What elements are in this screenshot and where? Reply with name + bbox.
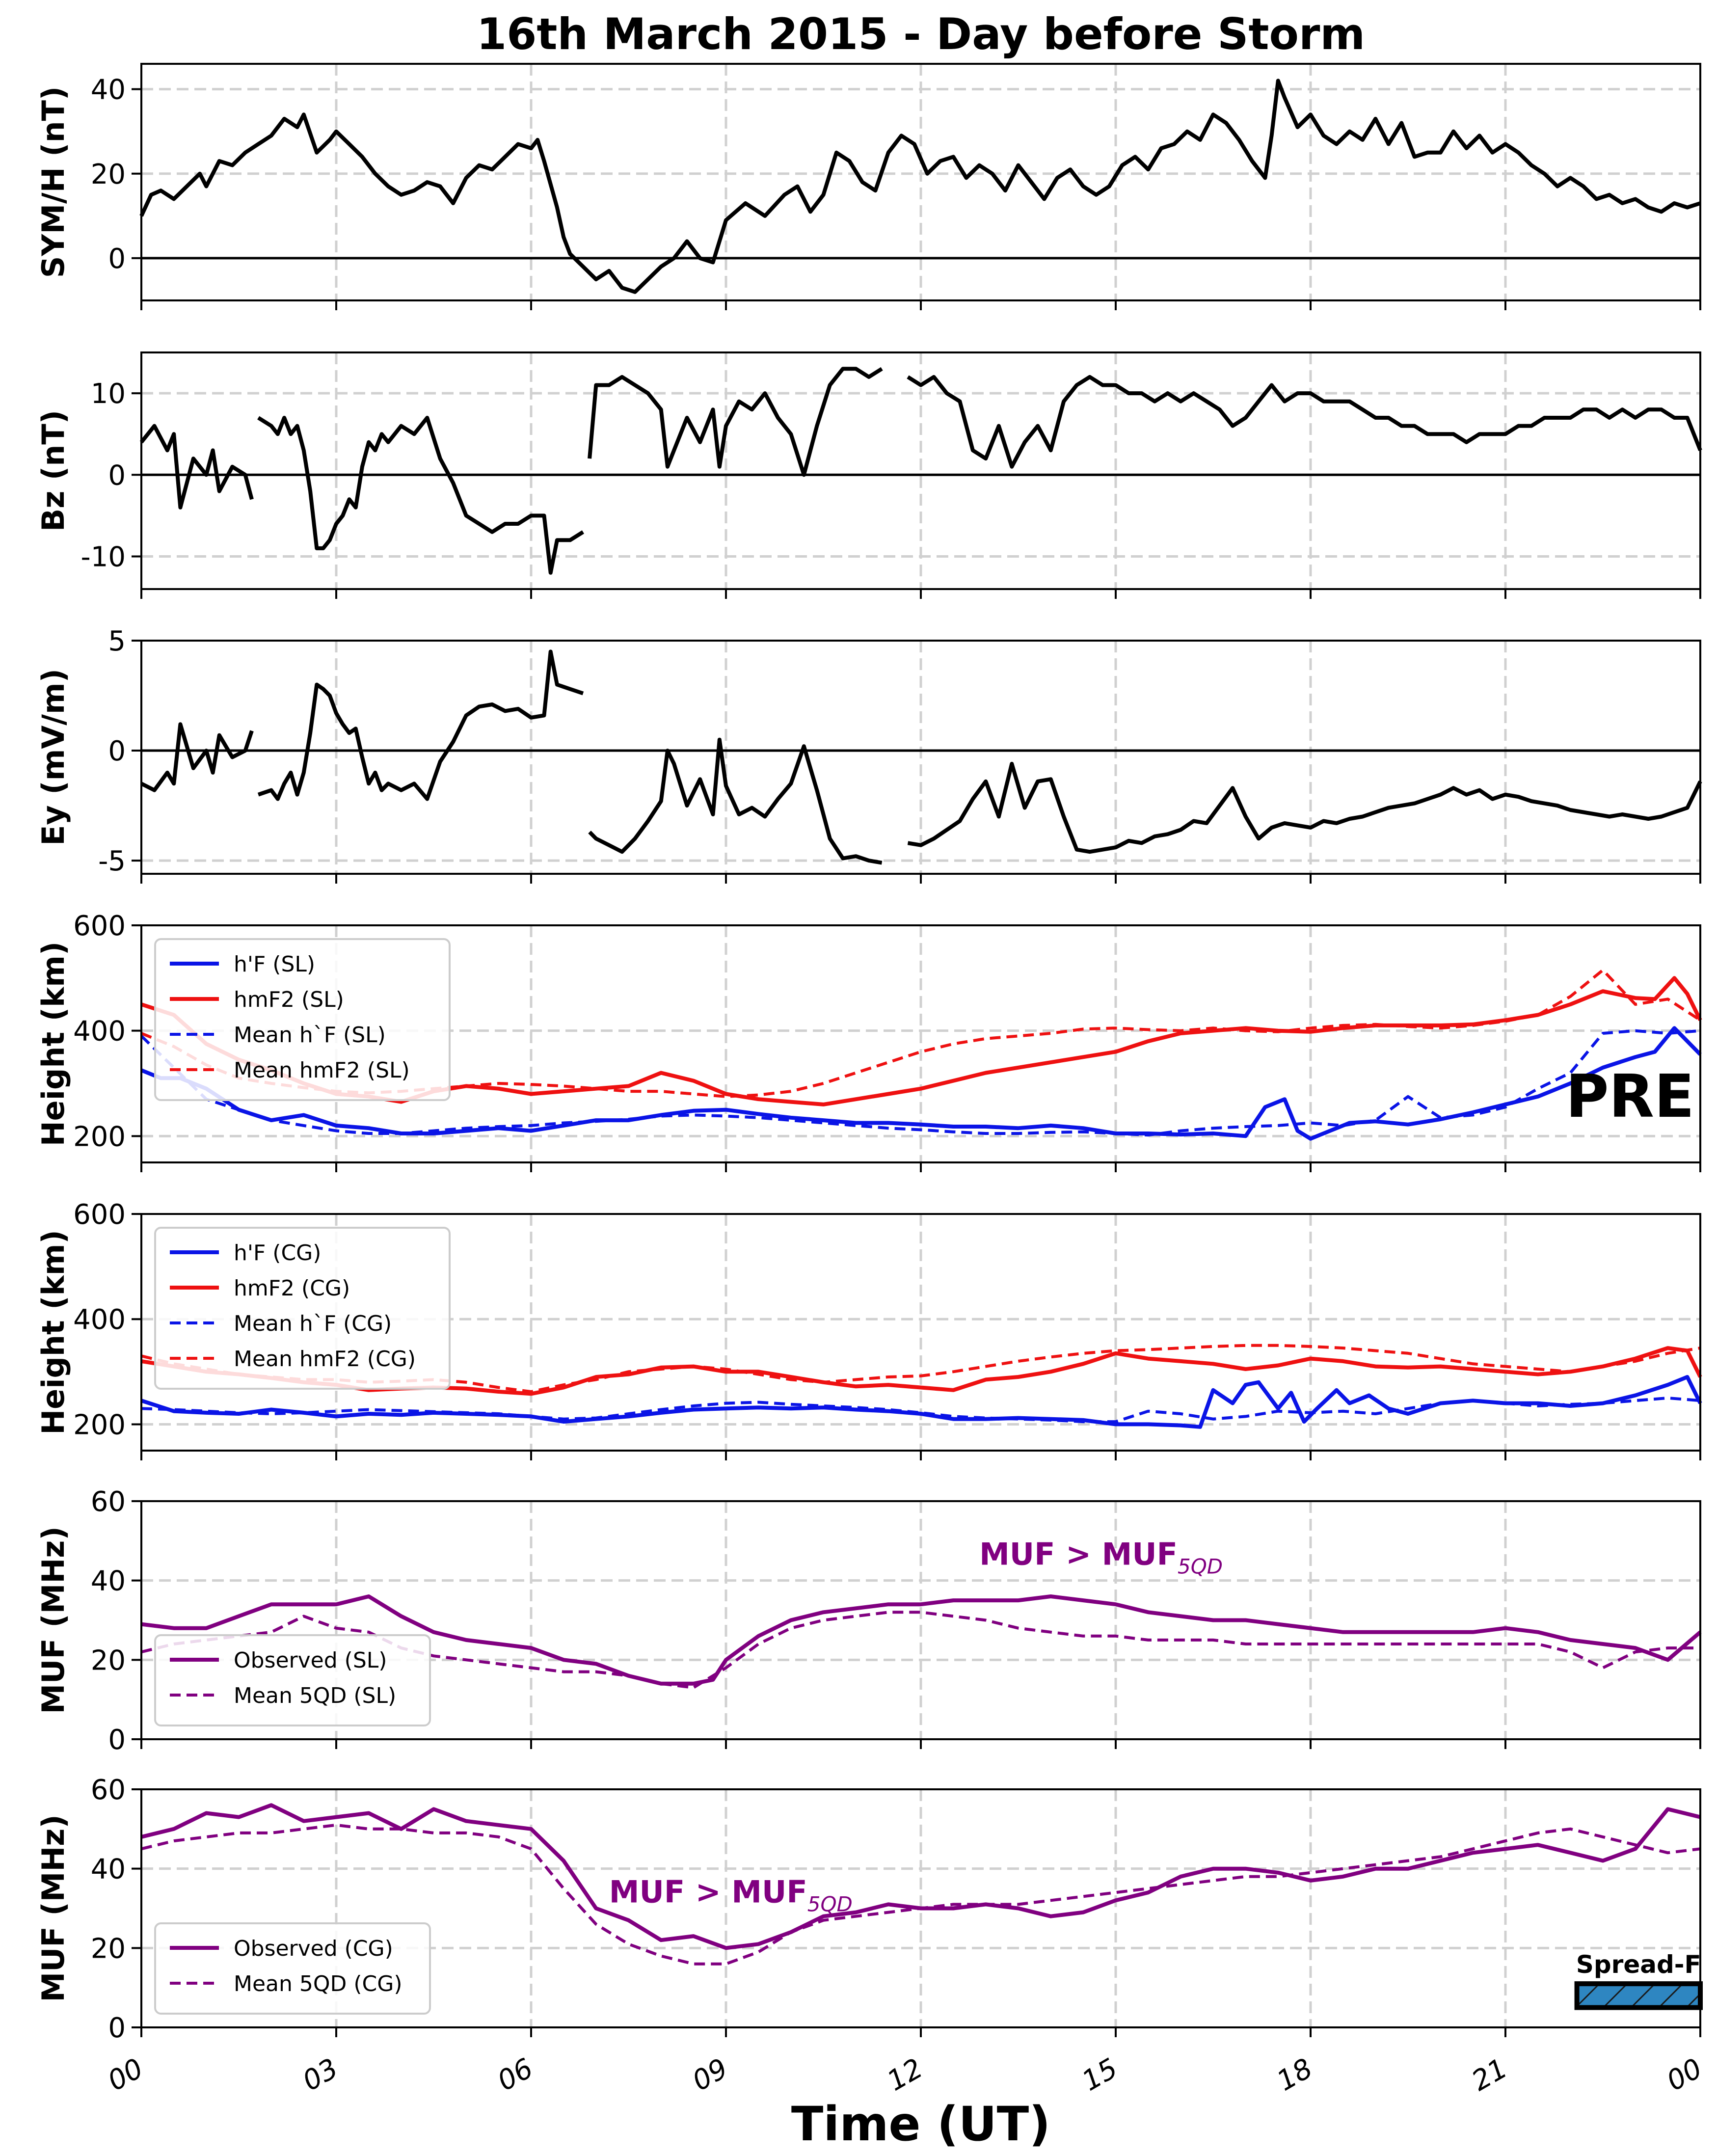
series-line-bz-0	[139, 424, 254, 510]
y-tick-label: 200	[73, 1121, 126, 1153]
muf-annotation: MUF > MUF5QD	[979, 1536, 1223, 1578]
y-axis-label: Height (km)	[35, 1230, 71, 1434]
spread-f-bar	[1574, 1981, 1703, 2010]
legend-label: hmF2 (SL)	[234, 987, 344, 1012]
legend-label: Mean 5QD (CG)	[234, 1971, 402, 1996]
y-tick-label: 40	[91, 1565, 126, 1597]
y-tick-label: 600	[73, 1199, 126, 1231]
series-line-bz-1	[257, 416, 585, 575]
x-axis-label: Time (UT)	[791, 2097, 1050, 2152]
legend-label: h'F (CG)	[234, 1240, 321, 1266]
y-tick-label: 200	[73, 1409, 126, 1441]
y-axis-label: SYM/H (nT)	[35, 86, 71, 278]
legend-frame	[154, 1634, 431, 1726]
pre-annotation: PRE	[1566, 1063, 1694, 1131]
legend-frame	[154, 1227, 451, 1390]
y-tick-label: -10	[81, 541, 126, 573]
y-tick-label: 0	[108, 243, 126, 275]
legend-label: hmF2 (CG)	[234, 1276, 350, 1301]
legend-label: Observed (SL)	[234, 1648, 387, 1673]
legend: h'F (SL) hmF2 (SL) Mean h`F (SL) Mean hmF2 …	[154, 938, 451, 1101]
y-tick-label: 20	[91, 159, 126, 190]
legend-label: Mean 5QD (SL)	[234, 1683, 396, 1708]
muf-annotation-subscript: 5QD	[807, 1892, 853, 1916]
y-tick-label: 40	[91, 74, 126, 106]
y-tick-label: 60	[91, 1774, 126, 1806]
panels: 0 20 40 SYM/H (nT) -10 0 10 Bz (nT) -5 0 5 Ey (mV/m…	[35, 63, 1703, 2044]
y-tick-label: 10	[91, 378, 126, 410]
legend-frame	[154, 1922, 431, 2015]
y-tick-label: 5	[108, 625, 126, 657]
figure-title: 16th March 2015 - Day before Storm	[477, 9, 1365, 59]
legend-label: Mean hmF2 (CG)	[234, 1347, 416, 1372]
y-tick-label: 600	[73, 910, 126, 942]
y-tick-label: 400	[73, 1304, 126, 1336]
y-axis-label: Bz (nT)	[35, 410, 71, 532]
series-line-muf_cg-1	[141, 1823, 1701, 1966]
panel-symh: 0 20 40 SYM/H (nT)	[35, 63, 1701, 310]
panel-ey: -5 0 5 Ey (mV/m)	[35, 625, 1702, 884]
legend-label: h'F (SL)	[234, 952, 315, 977]
panel-muf_cg: 0 20 40 60 MUF (MHz) Observed (CG) Mean 5QD (C…	[35, 1774, 1703, 2044]
y-tick-label: -5	[98, 845, 126, 877]
y-axis-label: Ey (mV/m)	[35, 669, 71, 846]
y-tick-label: 60	[91, 1486, 126, 1518]
y-tick-label: 40	[91, 1854, 126, 1886]
panel-muf_sl: 0 20 40 60 MUF (MHz) Observed (SL) Mean 5QD (S…	[35, 1486, 1702, 1756]
legend-label: Mean hmF2 (SL)	[234, 1058, 410, 1083]
legend: Observed (SL) Mean 5QD (SL)	[154, 1634, 431, 1726]
legend-label: Mean h`F (CG)	[234, 1311, 392, 1336]
legend-label: Mean h`F (SL)	[234, 1023, 386, 1048]
series-line-height_cg-2	[141, 1396, 1701, 1424]
series-line-height_sl-2	[140, 1029, 1701, 1137]
y-tick-label: 20	[91, 1933, 126, 1965]
series-line-ey-3	[907, 761, 1702, 854]
y-tick-label: 400	[73, 1016, 126, 1048]
y-tick-label: 20	[91, 1644, 126, 1676]
legend-frame	[154, 938, 451, 1101]
y-axis-label: Height (km)	[35, 942, 71, 1146]
legend: h'F (CG) hmF2 (CG) Mean h`F (CG) Mean hmF2 …	[154, 1227, 451, 1390]
y-tick-label: 0	[108, 2012, 126, 2044]
series-line-muf_sl-0	[141, 1594, 1702, 1686]
series-line-symh-0	[139, 79, 1701, 294]
y-tick-label: 0	[108, 1724, 126, 1756]
series-line-height_cg-3	[141, 1344, 1701, 1393]
legend: Observed (CG) Mean 5QD (CG)	[154, 1922, 431, 2015]
series-line-ey-0	[140, 722, 254, 792]
series-line-ey-2	[588, 737, 883, 865]
y-tick-label: 0	[108, 735, 126, 767]
series-line-bz-2	[588, 367, 883, 477]
y-axis-label: MUF (MHz)	[35, 1814, 71, 2002]
panel-bz: -10 0 10 Bz (nT)	[35, 351, 1702, 599]
y-axis-label: MUF (MHz)	[35, 1526, 71, 1714]
muf-annotation-subscript: 5QD	[1178, 1554, 1223, 1578]
series-line-bz-3	[907, 375, 1702, 469]
spread-f-label: Spread-F	[1576, 1950, 1701, 1979]
series-line-ey-1	[257, 649, 584, 801]
y-tick-label: 0	[108, 459, 126, 491]
legend-label: Observed (CG)	[234, 1936, 393, 1961]
